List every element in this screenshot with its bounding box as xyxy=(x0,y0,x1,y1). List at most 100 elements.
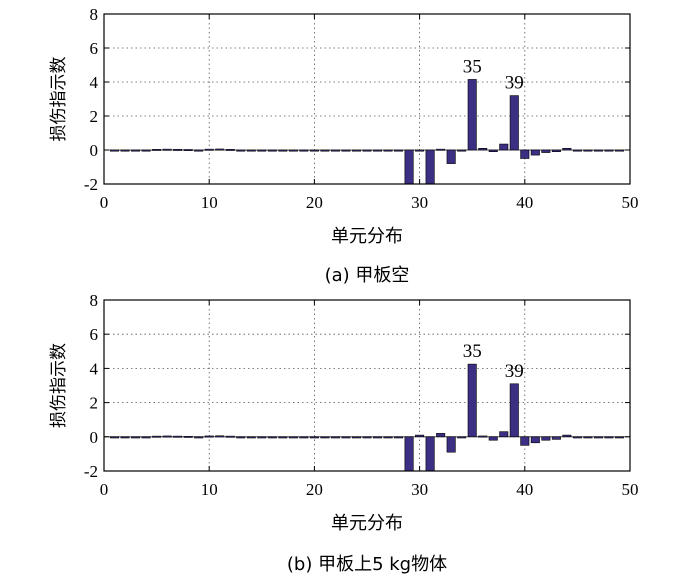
bar-element-10 xyxy=(204,435,214,438)
x-tick-label: 20 xyxy=(306,193,323,212)
bar-element-39 xyxy=(509,383,519,438)
bar-element-29 xyxy=(404,149,414,185)
bar-annotation: 39 xyxy=(505,73,524,94)
bar-element-24 xyxy=(351,149,361,152)
bar-element-20 xyxy=(309,436,319,439)
panel-caption: (b) 甲板上5 kg物体 xyxy=(287,554,447,575)
bar-element-3 xyxy=(131,149,141,152)
bar-element-24 xyxy=(351,436,361,439)
bar-element-7 xyxy=(173,149,183,151)
x-tick-label: 40 xyxy=(516,193,533,212)
bar-element-36 xyxy=(478,435,488,438)
y-tick-label: 2 xyxy=(90,107,99,126)
bar-element-25 xyxy=(362,436,372,439)
bar-element-13 xyxy=(236,149,246,152)
y-tick-label: 0 xyxy=(90,428,99,447)
bar-element-27 xyxy=(383,436,393,439)
bar-element-33 xyxy=(446,436,456,453)
bar-element-2 xyxy=(120,436,130,439)
bar-element-47 xyxy=(593,149,603,152)
x-tick-label: 30 xyxy=(411,480,428,499)
y-tick-label: 6 xyxy=(90,39,99,58)
x-tick-label: 0 xyxy=(100,480,109,499)
bar-element-10 xyxy=(204,148,214,151)
bar-element-36 xyxy=(478,148,488,151)
x-tick-label: 0 xyxy=(100,193,109,212)
bar-element-25 xyxy=(362,149,372,152)
bar-element-15 xyxy=(257,149,267,152)
bar-annotation: 39 xyxy=(505,361,524,382)
plot-frame xyxy=(103,299,631,472)
bar-annotation: 35 xyxy=(463,341,482,362)
bar-element-38 xyxy=(499,143,509,151)
bar-element-37 xyxy=(488,149,498,152)
bar-element-23 xyxy=(341,436,351,439)
bar-element-6 xyxy=(162,435,172,438)
plot-frame xyxy=(103,13,631,185)
bar-element-44 xyxy=(562,434,572,438)
bar-element-28 xyxy=(394,436,404,439)
bar-element-14 xyxy=(246,149,256,152)
x-tick-label: 50 xyxy=(622,480,639,499)
bar-element-23 xyxy=(341,149,351,152)
bar-element-29 xyxy=(404,436,414,472)
bar-element-4 xyxy=(141,149,151,152)
bar-element-22 xyxy=(330,149,340,152)
bar-element-5 xyxy=(152,435,162,438)
bar-element-43 xyxy=(551,436,561,440)
bar-element-40 xyxy=(520,436,530,446)
bar-element-47 xyxy=(593,436,603,439)
bar-element-37 xyxy=(488,436,498,441)
bar-element-41 xyxy=(530,436,540,444)
bar-element-20 xyxy=(309,149,319,152)
bar-element-40 xyxy=(520,149,530,159)
bar-element-3 xyxy=(131,436,141,439)
y-tick-label: 8 xyxy=(90,5,99,24)
bar-element-26 xyxy=(373,436,383,439)
bar-element-49 xyxy=(614,149,624,152)
x-tick-label: 20 xyxy=(306,480,323,499)
bar-element-11 xyxy=(215,148,225,151)
bar-element-19 xyxy=(299,149,309,152)
panel-caption: (a) 甲板空 xyxy=(325,265,410,286)
bar-element-46 xyxy=(583,149,593,152)
bar-element-34 xyxy=(457,436,467,439)
bar-element-27 xyxy=(383,149,393,152)
bar-element-42 xyxy=(541,149,551,153)
y-tick-label: 2 xyxy=(90,394,99,413)
bar-element-44 xyxy=(562,148,572,151)
bar-element-2 xyxy=(120,149,130,152)
bar-element-6 xyxy=(162,148,172,151)
bar-element-35 xyxy=(467,363,477,438)
x-tick-label: 30 xyxy=(411,193,428,212)
y-tick-label: -2 xyxy=(84,175,98,194)
bar-element-1 xyxy=(110,149,120,152)
bar-element-31 xyxy=(425,149,435,185)
bar-element-32 xyxy=(436,148,446,151)
bar-element-11 xyxy=(215,435,225,438)
bar-element-28 xyxy=(394,149,404,152)
y-tick-label: 4 xyxy=(90,73,99,92)
bar-element-41 xyxy=(530,149,540,156)
x-tick-label: 40 xyxy=(516,480,533,499)
bar-element-18 xyxy=(288,436,298,439)
bar-element-46 xyxy=(583,436,593,439)
bar-element-33 xyxy=(446,149,456,164)
bar-element-17 xyxy=(278,436,288,439)
bar-element-49 xyxy=(614,436,624,439)
bar-element-9 xyxy=(194,149,204,152)
bar-element-17 xyxy=(278,149,288,152)
bar-element-32 xyxy=(436,433,446,438)
bar-element-39 xyxy=(509,95,519,151)
y-axis-label: 损伤指示数 xyxy=(49,57,69,142)
bar-element-21 xyxy=(320,436,330,439)
bar-annotation: 35 xyxy=(463,56,482,77)
bar-element-7 xyxy=(173,435,183,438)
bar-element-9 xyxy=(194,436,204,439)
x-tick-label: 10 xyxy=(201,193,218,212)
bar-element-16 xyxy=(267,436,277,439)
bar-element-5 xyxy=(152,149,162,151)
